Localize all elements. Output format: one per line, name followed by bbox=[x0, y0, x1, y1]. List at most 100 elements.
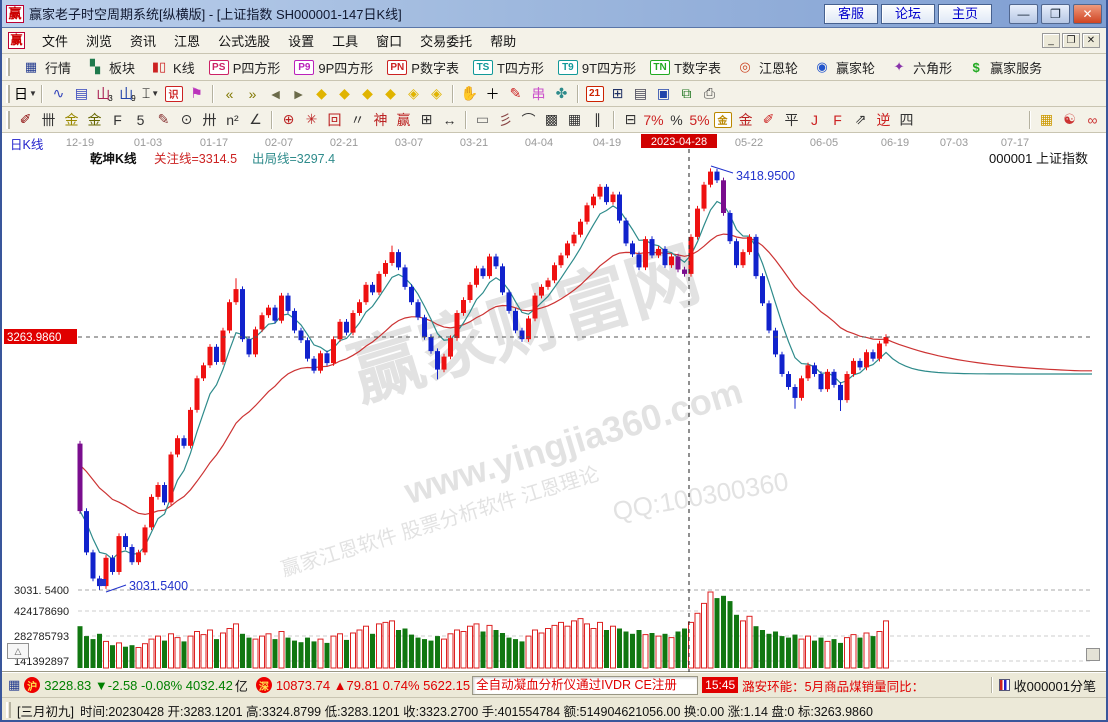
alert-pen-icon[interactable]: ✐ bbox=[757, 109, 780, 130]
menu-item-窗口[interactable]: 窗口 bbox=[376, 34, 403, 49]
counter-trend-icon[interactable]: 逆 bbox=[872, 109, 895, 130]
toolbar-item-winner-wheel[interactable]: ◉ 赢家轮 bbox=[805, 55, 882, 80]
f-line-icon[interactable]: F bbox=[826, 109, 849, 130]
percent-icon[interactable]: % bbox=[665, 109, 688, 130]
export-icon[interactable]: ⧉ bbox=[675, 83, 698, 104]
five-grid-icon[interactable]: 5 bbox=[129, 109, 152, 130]
gann-circle-icon[interactable]: ⊕ bbox=[277, 109, 300, 130]
notepad-icon[interactable]: ▤ bbox=[629, 83, 652, 104]
percent7-icon[interactable]: 7% bbox=[642, 109, 665, 130]
toolbar-item-p-square[interactable]: PS P四方形 bbox=[202, 55, 288, 80]
yellow-grid-icon[interactable]: ▦ bbox=[1035, 109, 1058, 130]
menu-item-资讯[interactable]: 资讯 bbox=[130, 34, 157, 49]
restore-button[interactable]: ❐ bbox=[1041, 3, 1070, 24]
yinyang-icon[interactable]: ☯ bbox=[1058, 109, 1081, 130]
f-grid-icon[interactable]: F bbox=[106, 109, 129, 130]
prev-bar-icon[interactable]: ◄ bbox=[264, 83, 287, 104]
titlebar-button-2[interactable]: 主页 bbox=[938, 3, 992, 24]
toolbar-item-winner-service[interactable]: $ 赢家服务 bbox=[959, 55, 1049, 80]
child-minimize-button[interactable]: _ bbox=[1042, 33, 1060, 48]
toolbar-item-nine-t-square[interactable]: T9 9T四方形 bbox=[551, 55, 643, 80]
gold-circle-icon[interactable]: 金 bbox=[711, 109, 734, 130]
calculator-icon[interactable]: ⊞ bbox=[606, 83, 629, 104]
arc-tool-icon[interactable]: ⌒ bbox=[517, 109, 540, 130]
gold-grid2-icon[interactable]: 金 bbox=[83, 109, 106, 130]
wave-pattern-icon[interactable]: ∿ bbox=[47, 83, 70, 104]
ratio-table-icon[interactable]: ⊟ bbox=[619, 109, 642, 130]
mark-line-icon[interactable]: ✎ bbox=[504, 83, 527, 104]
diamond-shift-right-icon[interactable]: ◆ bbox=[333, 83, 356, 104]
hash-ruler-icon[interactable]: 卅 bbox=[198, 109, 221, 130]
menu-item-文件[interactable]: 文件 bbox=[42, 34, 69, 49]
pattern-box-icon[interactable]: 识 bbox=[162, 83, 185, 104]
last-bar-icon[interactable]: » bbox=[241, 83, 264, 104]
chart-resize-button[interactable] bbox=[1086, 648, 1100, 661]
save-icon[interactable]: ▣ bbox=[652, 83, 675, 104]
candle-style-icon[interactable]: ⌶ ▼ bbox=[139, 83, 162, 104]
diamond-expand-h-icon[interactable]: ◆ bbox=[356, 83, 379, 104]
diamond-compress-h-icon[interactable]: ◆ bbox=[379, 83, 402, 104]
toolbar-item-market-quotes[interactable]: ▦ 行情 bbox=[14, 55, 78, 80]
cloud-pattern-icon[interactable]: ✤ bbox=[550, 83, 573, 104]
child-restore-button[interactable]: ❐ bbox=[1062, 33, 1080, 48]
diamond-shift-left-icon[interactable]: ◆ bbox=[310, 83, 333, 104]
menu-item-公式选股[interactable]: 公式选股 bbox=[218, 34, 271, 49]
quarter-line-icon[interactable]: 四 bbox=[895, 109, 918, 130]
sh-index-quote[interactable]: 3228.83 ▼-2.58 -0.08% 4032.42 bbox=[44, 677, 233, 693]
sz-index-quote[interactable]: 10873.74 ▲79.81 0.74% 5622.15 bbox=[275, 677, 471, 693]
toolbar-item-p-number-table[interactable]: PN P数字表 bbox=[380, 55, 466, 80]
toolbar-item-kline[interactable]: ▮▯ K线 bbox=[142, 55, 202, 80]
news-ticker[interactable]: 全自动凝血分析仪通过IVDR CE注册 bbox=[472, 675, 699, 695]
hand-tool-icon[interactable]: ✋ bbox=[458, 83, 481, 104]
tick-chart-icon[interactable] bbox=[998, 679, 1010, 691]
note-list-icon[interactable]: ▤ bbox=[70, 83, 93, 104]
gann-flower-icon[interactable]: ✳ bbox=[300, 109, 323, 130]
menu-item-帮助[interactable]: 帮助 bbox=[490, 34, 517, 49]
menu-item-设置[interactable]: 设置 bbox=[288, 34, 315, 49]
span-ruler-icon[interactable]: ↔ bbox=[438, 109, 461, 130]
titlebar-button-0[interactable]: 客服 bbox=[824, 3, 878, 24]
grid-ruler-icon[interactable]: 卌 bbox=[37, 109, 60, 130]
hatch-grid-icon[interactable]: ▩ bbox=[540, 109, 563, 130]
infinity-icon[interactable]: ∞ bbox=[1081, 109, 1104, 130]
chart-area[interactable]: 赢家财富网 www.yingjia360.com QQ:100300360 赢家江恩软… bbox=[2, 133, 1106, 672]
diamond-expand-all-icon[interactable]: ◈ bbox=[402, 83, 425, 104]
circle-ruler-icon[interactable]: ⊙ bbox=[175, 109, 198, 130]
toolbar-item-gann-wheel[interactable]: ◎ 江恩轮 bbox=[728, 55, 805, 80]
menu-item-工具[interactable]: 工具 bbox=[332, 34, 359, 49]
toolbar-item-nine-p-square[interactable]: P9 9P四方形 bbox=[287, 55, 380, 80]
percent5-icon[interactable]: 5% bbox=[688, 109, 711, 130]
gold-line-icon[interactable]: 金 bbox=[734, 109, 757, 130]
child-close-button[interactable]: ✕ bbox=[1082, 33, 1100, 48]
n-square-icon[interactable]: n² bbox=[221, 109, 244, 130]
toolbar-item-sectors[interactable]: ▚ 板块 bbox=[78, 55, 142, 80]
calendar-icon[interactable]: 21 bbox=[583, 83, 606, 104]
color-sort-icon[interactable]: ⚑ bbox=[185, 83, 208, 104]
close-button[interactable]: ✕ bbox=[1073, 3, 1102, 24]
gold-grid-icon[interactable]: 金 bbox=[60, 109, 83, 130]
titlebar-button-1[interactable]: 论坛 bbox=[881, 3, 935, 24]
menu-item-交易委托[interactable]: 交易委托 bbox=[420, 34, 473, 49]
minimize-button[interactable]: — bbox=[1009, 3, 1038, 24]
tick-panel-label[interactable]: 收000001分笔 bbox=[1013, 678, 1096, 694]
toolbar-item-hexagon[interactable]: ✦ 六角形 bbox=[882, 55, 959, 80]
print-icon[interactable]: ⎙ bbox=[698, 83, 721, 104]
double-prime-icon[interactable]: 〃 bbox=[346, 109, 369, 130]
speed-line-icon[interactable]: ⇗ bbox=[849, 109, 872, 130]
toolbar-item-t-square[interactable]: TS T四方形 bbox=[466, 55, 551, 80]
kline-chart-canvas[interactable]: 赢家财富网www.yingjia360.comQQ:100300360赢家江恩软… bbox=[2, 133, 1106, 672]
kline-period[interactable]: 日 ▼ bbox=[14, 83, 37, 104]
menu-item-浏览[interactable]: 浏览 bbox=[86, 34, 113, 49]
menu-item-江恩[interactable]: 江恩 bbox=[174, 34, 201, 49]
news-ticker-2[interactable]: 潞安环能：5月商品煤销量同比： bbox=[742, 679, 925, 694]
j-line-icon[interactable]: J bbox=[803, 109, 826, 130]
angle-tool-icon[interactable]: ∠ bbox=[244, 109, 267, 130]
parallel-lines-icon[interactable]: ∥ bbox=[586, 109, 609, 130]
god-grid-icon[interactable]: 神 bbox=[369, 109, 392, 130]
split-line-icon[interactable]: 平 bbox=[780, 109, 803, 130]
brush-tool-icon[interactable]: ✎ bbox=[152, 109, 175, 130]
number-square-icon[interactable]: ⊞ bbox=[415, 109, 438, 130]
toolbar-item-t-number-table[interactable]: TN T数字表 bbox=[643, 55, 728, 80]
